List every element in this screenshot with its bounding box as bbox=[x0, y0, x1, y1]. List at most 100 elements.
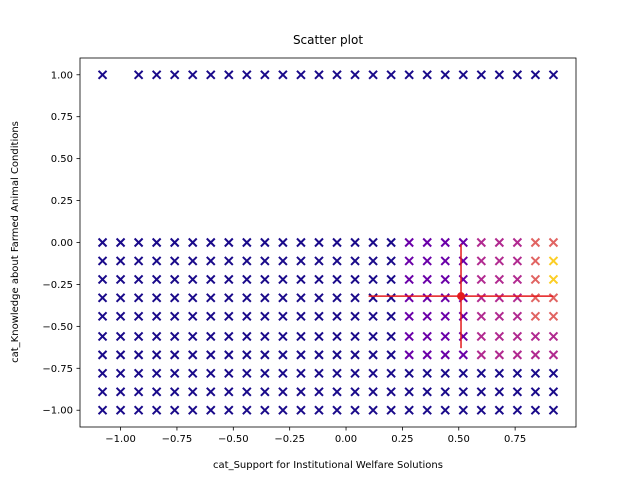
scatter-point bbox=[169, 368, 180, 379]
scatter-point bbox=[422, 387, 432, 397]
scatter-point bbox=[530, 293, 541, 303]
scatter-point bbox=[404, 274, 414, 285]
scatter-point bbox=[296, 293, 306, 303]
scatter-point bbox=[386, 387, 396, 397]
scatter-point bbox=[224, 368, 234, 379]
error-bar-point bbox=[457, 292, 466, 301]
scatter-point bbox=[350, 274, 360, 285]
scatter-point bbox=[296, 311, 306, 322]
scatter-point bbox=[332, 274, 342, 285]
scatter-point bbox=[188, 311, 198, 322]
scatter-point bbox=[97, 237, 108, 248]
scatter-point bbox=[97, 387, 108, 397]
scatter-point bbox=[314, 331, 324, 342]
scatter-point bbox=[512, 387, 523, 397]
scatter-point bbox=[188, 237, 198, 248]
scatter-point bbox=[368, 405, 378, 415]
scatter-point bbox=[260, 387, 270, 397]
scatter-point bbox=[494, 405, 505, 415]
scatter-point bbox=[115, 387, 126, 397]
scatter-point bbox=[494, 237, 505, 248]
y-tick-label: 0.00 bbox=[51, 238, 73, 249]
scatter-point bbox=[350, 70, 360, 80]
scatter-point bbox=[494, 350, 505, 360]
scatter-point bbox=[386, 237, 396, 248]
scatter-point bbox=[476, 331, 487, 342]
scatter-point bbox=[494, 256, 505, 266]
scatter-point bbox=[530, 237, 541, 248]
scatter-point bbox=[151, 331, 162, 342]
scatter-point bbox=[224, 350, 234, 360]
scatter-point bbox=[368, 256, 378, 266]
scatter-point bbox=[422, 311, 432, 322]
scatter-point bbox=[458, 405, 468, 415]
scatter-point bbox=[332, 70, 342, 80]
plot-frame bbox=[79, 57, 577, 428]
scatter-point bbox=[314, 237, 324, 248]
scatter-point bbox=[440, 405, 450, 415]
scatter-point bbox=[224, 237, 234, 248]
scatter-point bbox=[97, 70, 108, 80]
scatter-point bbox=[242, 237, 252, 248]
scatter-point bbox=[224, 256, 234, 266]
scatter-point bbox=[206, 405, 216, 415]
scatter-point bbox=[169, 387, 180, 397]
x-tick-label: −0.25 bbox=[274, 434, 305, 445]
y-tick-label: 1.00 bbox=[51, 70, 73, 81]
scatter-point bbox=[151, 368, 162, 379]
scatter-point bbox=[512, 405, 523, 415]
scatter-point bbox=[296, 387, 306, 397]
scatter-point bbox=[332, 387, 342, 397]
x-tick-label: 0.25 bbox=[391, 434, 413, 445]
scatter-point bbox=[242, 350, 252, 360]
scatter-point bbox=[332, 350, 342, 360]
scatter-point bbox=[206, 70, 216, 80]
scatter-point bbox=[278, 70, 288, 80]
scatter-point bbox=[512, 256, 523, 266]
scatter-point bbox=[440, 274, 450, 285]
scatter-point bbox=[548, 293, 559, 303]
scatter-point bbox=[386, 274, 396, 285]
y-tick-label: −0.75 bbox=[42, 364, 73, 375]
scatter-point bbox=[278, 350, 288, 360]
scatter-point bbox=[260, 405, 270, 415]
scatter-point bbox=[440, 237, 450, 248]
scatter-point bbox=[548, 368, 559, 379]
scatter-point bbox=[422, 331, 432, 342]
scatter-point bbox=[332, 293, 342, 303]
scatter-point bbox=[458, 387, 468, 397]
scatter-point bbox=[260, 274, 270, 285]
scatter-point bbox=[278, 331, 288, 342]
scatter-point bbox=[476, 256, 487, 266]
scatter-point bbox=[422, 293, 432, 303]
scatter-point bbox=[386, 293, 396, 303]
scatter-point bbox=[224, 331, 234, 342]
scatter-point bbox=[530, 368, 541, 379]
scatter-point bbox=[169, 350, 180, 360]
scatter-point bbox=[350, 405, 360, 415]
scatter-point bbox=[368, 70, 378, 80]
scatter-point bbox=[151, 387, 162, 397]
x-tick-label: −1.00 bbox=[105, 434, 136, 445]
scatter-point bbox=[151, 274, 162, 285]
scatter-point bbox=[494, 274, 505, 285]
scatter-point bbox=[115, 274, 126, 285]
scatter-point bbox=[350, 293, 360, 303]
scatter-point bbox=[440, 368, 450, 379]
scatter-point bbox=[260, 70, 270, 80]
scatter-point bbox=[386, 331, 396, 342]
scatter-point bbox=[548, 256, 559, 266]
scatter-point bbox=[188, 405, 198, 415]
scatter-point bbox=[169, 311, 180, 322]
scatter-point bbox=[133, 350, 144, 360]
scatter-point bbox=[224, 387, 234, 397]
scatter-point bbox=[278, 311, 288, 322]
scatter-point bbox=[97, 368, 108, 379]
scatter-point bbox=[440, 293, 450, 303]
scatter-point bbox=[440, 256, 450, 266]
scatter-point bbox=[476, 293, 487, 303]
scatter-point bbox=[530, 387, 541, 397]
scatter-point bbox=[133, 256, 144, 266]
scatter-point bbox=[169, 274, 180, 285]
scatter-point bbox=[404, 331, 414, 342]
